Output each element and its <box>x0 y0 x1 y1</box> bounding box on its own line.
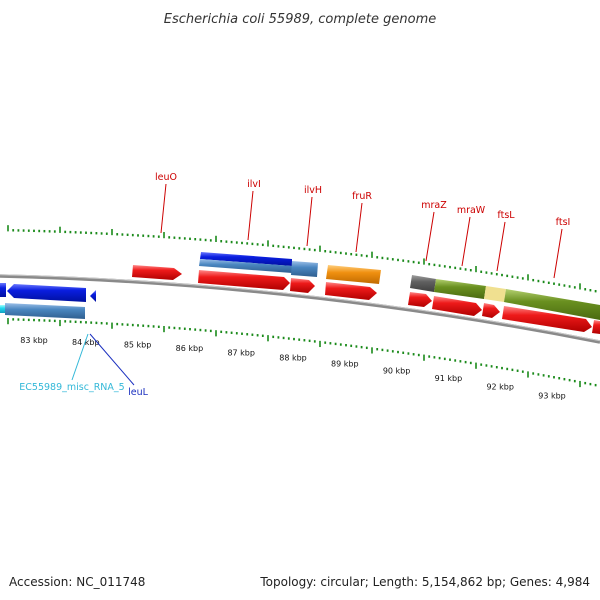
misc-rna-leader <box>71 333 89 381</box>
gene-label-mraW: mraW <box>457 205 486 216</box>
leuL-leader <box>89 333 135 386</box>
gene-arrow <box>410 275 436 292</box>
gene-arrow <box>592 320 600 334</box>
gene-label-fruR: fruR <box>352 191 372 202</box>
gene-label-ilvI: ilvI <box>247 179 261 190</box>
scale-label: 88 kbp <box>279 354 307 363</box>
gene-arrow <box>0 305 5 313</box>
scale-label: 85 kbp <box>124 341 152 350</box>
scale-label: 93 kbp <box>538 392 566 401</box>
scale-label: 89 kbp <box>331 360 359 369</box>
accession-text: Accession: NC_011748 <box>9 575 145 589</box>
scale-label: 91 kbp <box>435 374 463 383</box>
scale-label: 87 kbp <box>227 349 255 358</box>
gene-arrow <box>5 303 85 319</box>
scale-label: 83 kbp <box>20 336 48 345</box>
gene-arrow <box>132 265 182 280</box>
gene-label-leuL: leuL <box>128 387 149 398</box>
gene-label-ftsL: ftsL <box>497 210 515 221</box>
map-title: Escherichia coli 55989, complete genome <box>164 12 436 27</box>
gene-arrow <box>7 284 86 302</box>
feature-track-inner <box>0 283 96 319</box>
gene-arrow <box>326 265 381 284</box>
bottom-scale-ticks <box>7 318 597 388</box>
gene-arrow <box>291 261 318 277</box>
gene-arrow <box>432 296 482 316</box>
scale-label: 92 kbp <box>486 383 514 392</box>
gene-arrow <box>90 290 96 302</box>
scale-label: 90 kbp <box>383 367 411 376</box>
gene-label-mraZ: mraZ <box>421 200 447 211</box>
gene-arrow <box>198 270 290 290</box>
gene-arrow <box>200 252 292 266</box>
gene-arrow <box>290 278 315 293</box>
scale-label: 84 kbp <box>72 338 100 347</box>
genome-summary-text: Topology: circular; Length: 5,154,862 bp… <box>259 575 590 589</box>
gene-arrow <box>325 282 377 300</box>
gene-label-ilvH: ilvH <box>304 185 322 196</box>
gene-arrow <box>502 306 592 332</box>
scale-labels: 83 kbp 84 kbp 85 kbp 86 kbp 87 kbp 88 kbp 89 k… <box>20 336 566 401</box>
top-scale-ticks <box>7 225 597 293</box>
genome-backbone <box>0 274 600 344</box>
gene-leader-lines <box>160 183 563 279</box>
gene-arrow <box>434 279 486 299</box>
gene-label-leuO: leuO <box>155 172 177 183</box>
gene-label-ftsI: ftsI <box>556 217 571 228</box>
gene-arrow <box>199 259 292 273</box>
gene-arrow <box>484 286 506 302</box>
gene-arrow <box>482 303 500 318</box>
feature-track-outer <box>132 252 600 334</box>
scale-label: 86 kbp <box>176 344 204 353</box>
gene-arrow <box>408 292 432 307</box>
gene-arrow <box>0 283 6 297</box>
gene-label-misc-rna: EC55989_misc_RNA_5 <box>19 382 124 393</box>
gene-arrow <box>504 289 600 320</box>
